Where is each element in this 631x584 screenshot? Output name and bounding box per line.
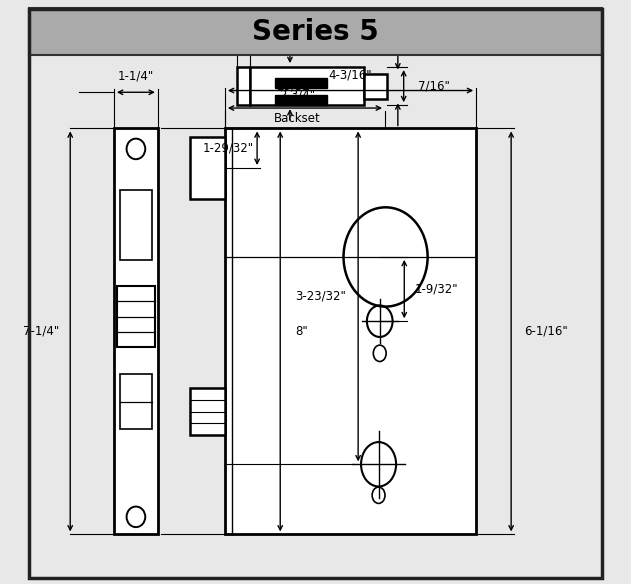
Text: 4-3/16": 4-3/16" xyxy=(329,68,372,81)
Text: 7-1/4": 7-1/4" xyxy=(23,325,60,338)
Text: Backset: Backset xyxy=(274,112,321,124)
Bar xyxy=(274,95,327,105)
Bar xyxy=(29,8,602,55)
Bar xyxy=(117,286,155,347)
Bar xyxy=(190,388,225,435)
Text: 8": 8" xyxy=(295,325,307,338)
Text: 6-1/16": 6-1/16" xyxy=(524,325,568,338)
Bar xyxy=(120,374,152,429)
Bar xyxy=(274,78,327,88)
Text: 7/32": 7/32" xyxy=(228,23,259,36)
Text: Series 5: Series 5 xyxy=(252,18,379,46)
Bar xyxy=(364,74,387,99)
Text: 2-3/4": 2-3/4" xyxy=(279,88,315,101)
Text: 1-29/32": 1-29/32" xyxy=(203,142,254,155)
Bar xyxy=(250,67,364,105)
Bar xyxy=(190,137,225,199)
Bar xyxy=(120,190,152,260)
Bar xyxy=(114,128,158,534)
Text: 7/16": 7/16" xyxy=(418,79,450,93)
Text: 1-1/4": 1-1/4" xyxy=(118,70,154,83)
Bar xyxy=(237,67,250,105)
Text: 1-9/32": 1-9/32" xyxy=(415,283,458,296)
Bar xyxy=(225,128,476,534)
Text: 29/32": 29/32" xyxy=(276,79,316,93)
Text: 3-23/32": 3-23/32" xyxy=(295,290,346,303)
